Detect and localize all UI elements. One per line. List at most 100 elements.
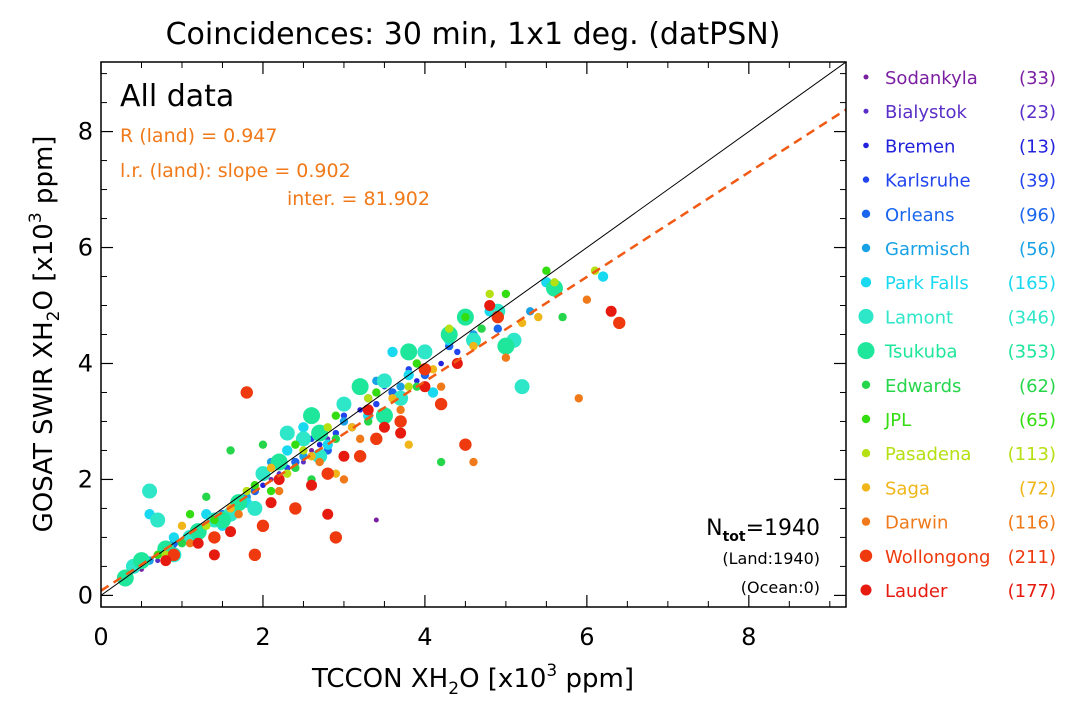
data-point	[266, 486, 276, 496]
data-point	[323, 423, 332, 432]
data-point	[514, 379, 530, 395]
data-point	[414, 378, 420, 384]
data-point	[185, 539, 195, 548]
legend-count: (116)	[1008, 513, 1056, 534]
legend-label: Garmisch	[885, 239, 970, 260]
legend-label: Park Falls	[885, 273, 969, 294]
one-to-one-line	[101, 62, 846, 596]
legend-label: Sodankyla	[885, 68, 978, 89]
ntot-annotation: Ntot=1940	[706, 516, 820, 545]
data-point	[289, 502, 302, 515]
data-point	[469, 341, 478, 351]
data-point	[417, 344, 433, 360]
legend-count: (65)	[1019, 410, 1056, 431]
legend-marker	[859, 549, 873, 562]
legend-marker	[861, 243, 871, 253]
legend-label: Wollongong	[885, 547, 990, 568]
data-point	[436, 457, 446, 467]
axis-label-superscript: 3	[26, 212, 46, 223]
ntot-base: N	[706, 516, 722, 541]
data-point	[445, 324, 454, 333]
data-point	[454, 348, 461, 356]
data-point	[291, 440, 300, 449]
data-point	[226, 446, 235, 455]
data-point	[597, 271, 609, 282]
data-point	[545, 279, 563, 297]
legend-count: (23)	[1019, 102, 1056, 123]
x-axis: 0 2 4 6 8	[93, 62, 831, 651]
y-tick-label: 8	[78, 118, 93, 146]
data-point	[404, 382, 413, 391]
legend-label: Pasadena	[885, 444, 971, 465]
data-point	[168, 532, 180, 543]
legend-marker	[861, 380, 871, 389]
data-point	[260, 482, 266, 489]
data-point	[247, 500, 263, 516]
legend-marker	[858, 308, 874, 324]
data-point	[256, 519, 270, 533]
data-point	[339, 475, 349, 484]
slope-annotation: l.r. (land): slope = 0.902	[120, 160, 351, 182]
legend-count: (13)	[1019, 136, 1056, 157]
data-point	[340, 412, 348, 419]
data-point	[550, 278, 559, 287]
data-point	[185, 510, 195, 519]
data-point	[485, 289, 494, 299]
data-point	[255, 466, 271, 482]
data-point	[266, 463, 276, 473]
data-point	[404, 440, 413, 449]
data-point	[373, 517, 379, 523]
x-tick-label: 0	[93, 623, 108, 651]
data-point	[497, 337, 515, 355]
data-point	[309, 447, 315, 453]
data-point	[303, 407, 321, 425]
data-point	[338, 450, 350, 462]
legend-count: (39)	[1019, 171, 1056, 192]
data-point	[438, 360, 444, 367]
y-tick-label: 0	[78, 581, 93, 609]
data-point	[202, 492, 211, 502]
data-point	[534, 312, 543, 322]
legend-marker	[860, 584, 872, 596]
data-point	[351, 378, 369, 396]
legend-marker	[863, 142, 869, 149]
data-point	[208, 531, 221, 544]
data-point	[332, 429, 340, 437]
data-point	[298, 422, 309, 433]
legend-label: Bialystok	[885, 102, 967, 123]
legend-marker	[861, 209, 871, 218]
data-point	[331, 411, 341, 420]
data-point	[316, 441, 323, 448]
legend-count: (62)	[1019, 376, 1056, 397]
y-axis-label: GOSAT SWIR XH2O [x103 ppm]	[26, 136, 64, 533]
intercept-annotation: inter. = 81.902	[287, 188, 430, 210]
axis-label-part: TCCON XH	[311, 664, 448, 694]
data-point	[315, 457, 324, 467]
legend-label: Edwards	[885, 376, 961, 397]
x-tick-label: 6	[579, 623, 594, 651]
x-axis-label: TCCON XH2O [x103 ppm]	[311, 661, 634, 699]
axis-label-part: ppm]	[29, 136, 59, 213]
data-point	[558, 312, 567, 322]
data-point	[372, 388, 381, 397]
y-tick-label: 4	[78, 349, 93, 377]
ntot-subscript: tot	[723, 529, 746, 545]
legend: Sodankyla (33) Bialystok (23) Bremen (13) Karl…	[857, 68, 1056, 602]
axis-label-superscript: 3	[546, 661, 557, 681]
data-point	[436, 382, 446, 391]
data-point	[375, 407, 393, 425]
legend-count: (72)	[1019, 478, 1056, 499]
data-point	[412, 359, 422, 368]
x-tick-label: 2	[255, 623, 270, 651]
data-point	[451, 357, 463, 369]
legend-count: (56)	[1019, 239, 1056, 260]
chart-title: Coincidences: 30 min, 1x1 deg. (datPSN)	[166, 17, 781, 52]
data-point	[248, 548, 262, 562]
data-point	[400, 343, 418, 361]
data-point	[501, 289, 511, 299]
data-point	[461, 312, 470, 322]
data-point	[378, 421, 390, 433]
data-point	[331, 469, 341, 478]
data-point	[265, 497, 277, 509]
data-point	[273, 473, 285, 485]
